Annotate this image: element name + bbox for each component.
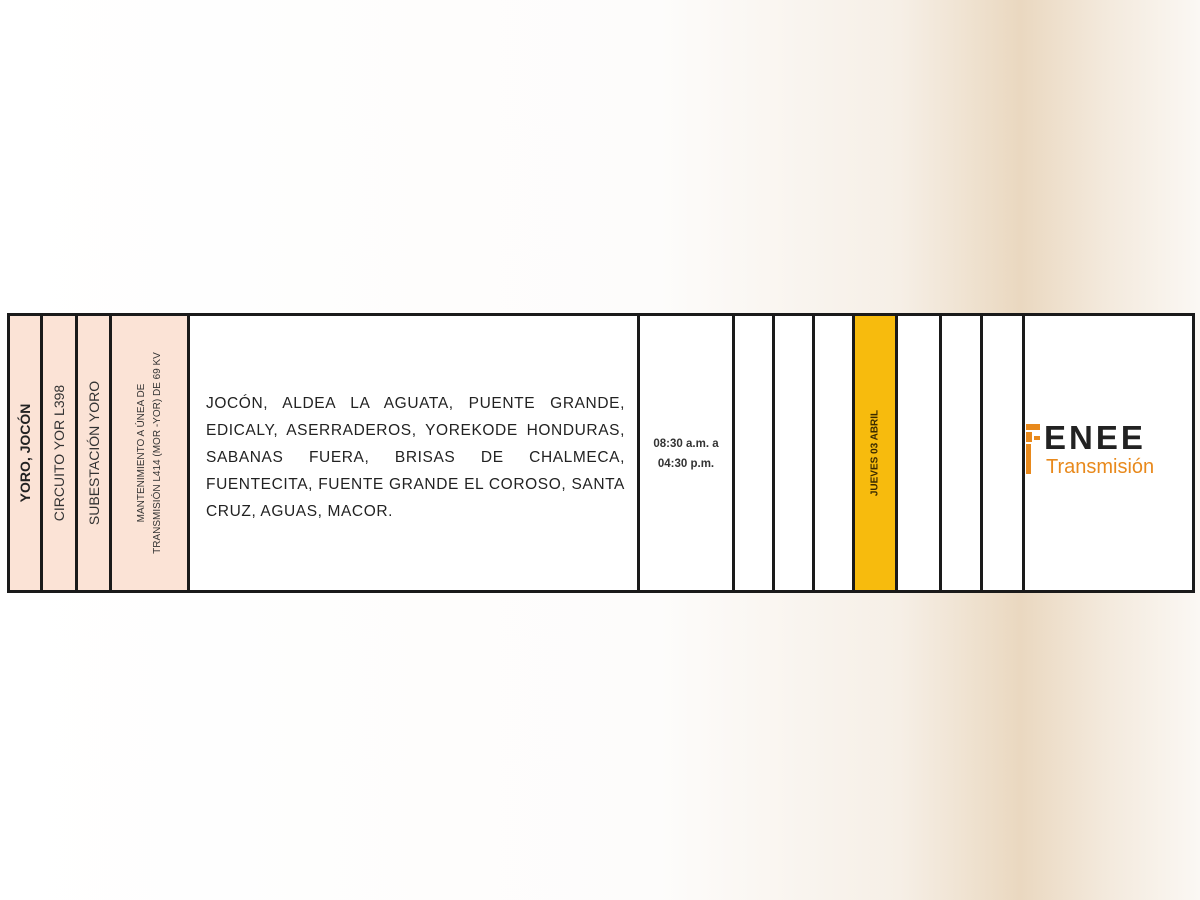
outage-table-row: YORO, JOCÓN CIRCUITO YOR L398 SUBESTACIÓ… — [7, 313, 1195, 593]
circuit-text: CIRCUITO YOR L398 — [51, 384, 67, 522]
circuit-cell: CIRCUITO YOR L398 — [43, 316, 78, 590]
affected-areas-cell: JOCÓN, ALDEA LA AGUATA, PUENTE GRANDE, E… — [190, 316, 640, 590]
work-text: MANTENIMIENTO A ÚNEA DE TRANSMISIÓN L414… — [134, 352, 166, 554]
location-text: YORO, JOCÓN — [17, 403, 33, 503]
empty-cell — [775, 316, 815, 590]
time-text: 08:30 a.m. a 04:30 p.m. — [640, 434, 732, 474]
time-end: 04:30 p.m. — [657, 458, 715, 470]
work-line-1: MANTENIMIENTO A ÚNEA DE — [135, 383, 147, 523]
time-start: 08:30 a.m. a — [653, 438, 719, 450]
day-cell: JUEVES 03 ABRIL — [855, 316, 898, 590]
affected-areas-text: JOCÓN, ALDEA LA AGUATA, PUENTE GRANDE, E… — [206, 395, 625, 520]
work-line-2: TRANSMISIÓN L414 (MOR -YOR) DE 69 KV — [151, 352, 163, 554]
time-cell: 08:30 a.m. a 04:30 p.m. — [640, 316, 735, 590]
logo-cell: ENEE Transmisión — [1025, 316, 1195, 590]
empty-cell — [942, 316, 983, 590]
substation-cell: SUBESTACIÓN YORO — [78, 316, 112, 590]
logo-name: ENEE — [1044, 419, 1146, 456]
empty-cell — [898, 316, 942, 590]
empty-cell — [735, 316, 775, 590]
logo-subtitle: Transmisión — [1046, 456, 1155, 478]
day-text: JUEVES 03 ABRIL — [869, 409, 881, 497]
substation-text: SUBESTACIÓN YORO — [85, 380, 102, 526]
empty-cell — [815, 316, 855, 590]
location-cell: YORO, JOCÓN — [7, 316, 43, 590]
empty-cell — [983, 316, 1025, 590]
logo-mark-icon — [1026, 424, 1040, 474]
work-cell: MANTENIMIENTO A ÚNEA DE TRANSMISIÓN L414… — [112, 316, 190, 590]
